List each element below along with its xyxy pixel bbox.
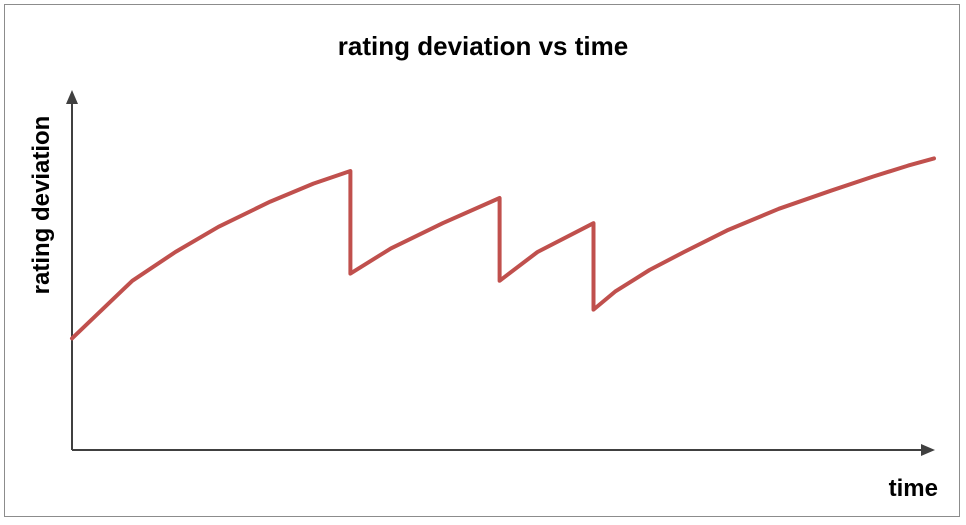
x-axis-label: time	[889, 475, 938, 502]
plot-area	[70, 156, 936, 341]
chart-title: rating deviation vs time	[338, 31, 628, 61]
y-axis-arrow-icon	[66, 90, 78, 104]
series-line-0	[70, 156, 936, 341]
x-axis-arrow-icon	[921, 444, 935, 456]
y-axis-label: rating deviation	[28, 116, 55, 295]
